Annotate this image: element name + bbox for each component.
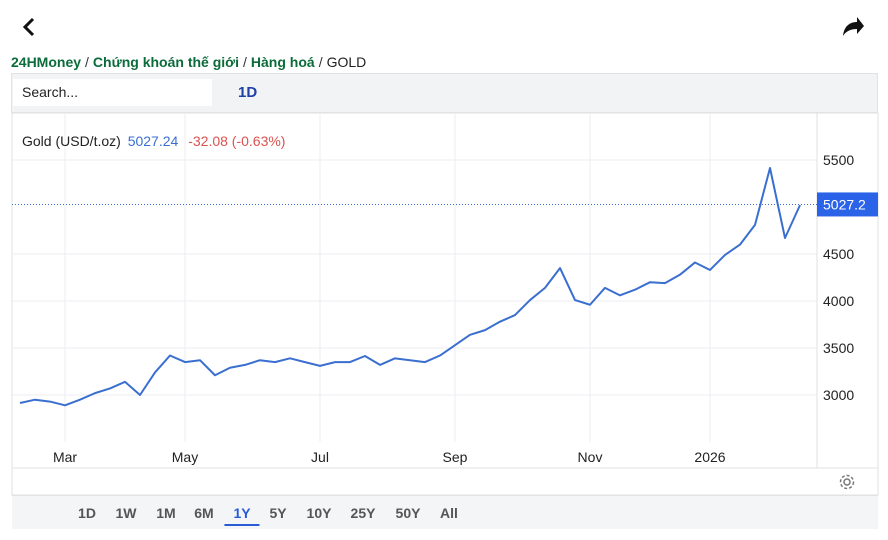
last-value-label: 5027.2 bbox=[823, 196, 866, 212]
last-value-tag bbox=[817, 192, 878, 217]
breadcrumb-link[interactable]: 24HMoney bbox=[11, 54, 82, 70]
y-tick-label: 4000 bbox=[823, 293, 854, 309]
separator: / bbox=[243, 54, 247, 70]
breadcrumb-link[interactable]: Chứng khoán thế giới bbox=[92, 54, 240, 70]
last-price: 5027.24 bbox=[127, 133, 179, 149]
range-button[interactable]: 5Y bbox=[269, 505, 287, 521]
range-button[interactable]: 50Y bbox=[395, 505, 421, 521]
y-tick-label: 3000 bbox=[823, 387, 854, 403]
range-button[interactable]: 10Y bbox=[306, 505, 332, 521]
range-bar: 1D 1W 1M 6M 1Y 5Y 10Y 25Y 50Y All bbox=[12, 495, 878, 529]
x-tick-label: Sep bbox=[443, 449, 468, 465]
range-button[interactable]: All bbox=[440, 505, 458, 521]
range-button[interactable]: 1M bbox=[156, 505, 176, 521]
share-button[interactable] bbox=[843, 17, 864, 36]
x-tick-label: 2026 bbox=[694, 449, 725, 465]
separator: / bbox=[318, 54, 323, 70]
y-tick-label: 3500 bbox=[823, 340, 854, 356]
current-page: GOLD bbox=[326, 54, 367, 70]
breadcrumb-link[interactable]: Hàng hoá bbox=[250, 54, 315, 70]
settings-button[interactable] bbox=[839, 474, 855, 490]
y-tick-label: 5500 bbox=[823, 152, 854, 168]
breadcrumb: 24HMoney / Chứng khoán thế giới / Hàng hoá / G… bbox=[11, 54, 366, 70]
back-button[interactable] bbox=[22, 17, 35, 37]
chart-panel bbox=[11, 112, 879, 496]
search-box[interactable]: Search... bbox=[13, 79, 212, 106]
interval-button[interactable]: 1D bbox=[238, 84, 258, 101]
x-tick-label: Jul bbox=[311, 449, 329, 465]
legend: Gold (USD/t.oz) 5027.24 -32.08 (-0.63%) bbox=[22, 133, 285, 149]
x-tick-label: Nov bbox=[578, 449, 603, 465]
y-tick-label: 4500 bbox=[823, 246, 854, 262]
x-tick-label: Mar bbox=[53, 449, 77, 465]
series-name: Gold (USD/t.oz) bbox=[22, 133, 121, 149]
range-button[interactable]: 1Y bbox=[224, 505, 260, 526]
x-tick-label: May bbox=[172, 449, 198, 465]
range-button[interactable]: 1W bbox=[115, 505, 137, 521]
range-button[interactable]: 25Y bbox=[350, 505, 376, 521]
range-button[interactable]: 6M bbox=[194, 505, 214, 521]
price-change: -32.08 (-0.63%) bbox=[188, 133, 286, 149]
price-line bbox=[19, 166, 801, 407]
separator: / bbox=[85, 54, 89, 70]
range-button[interactable]: 1D bbox=[78, 505, 96, 521]
